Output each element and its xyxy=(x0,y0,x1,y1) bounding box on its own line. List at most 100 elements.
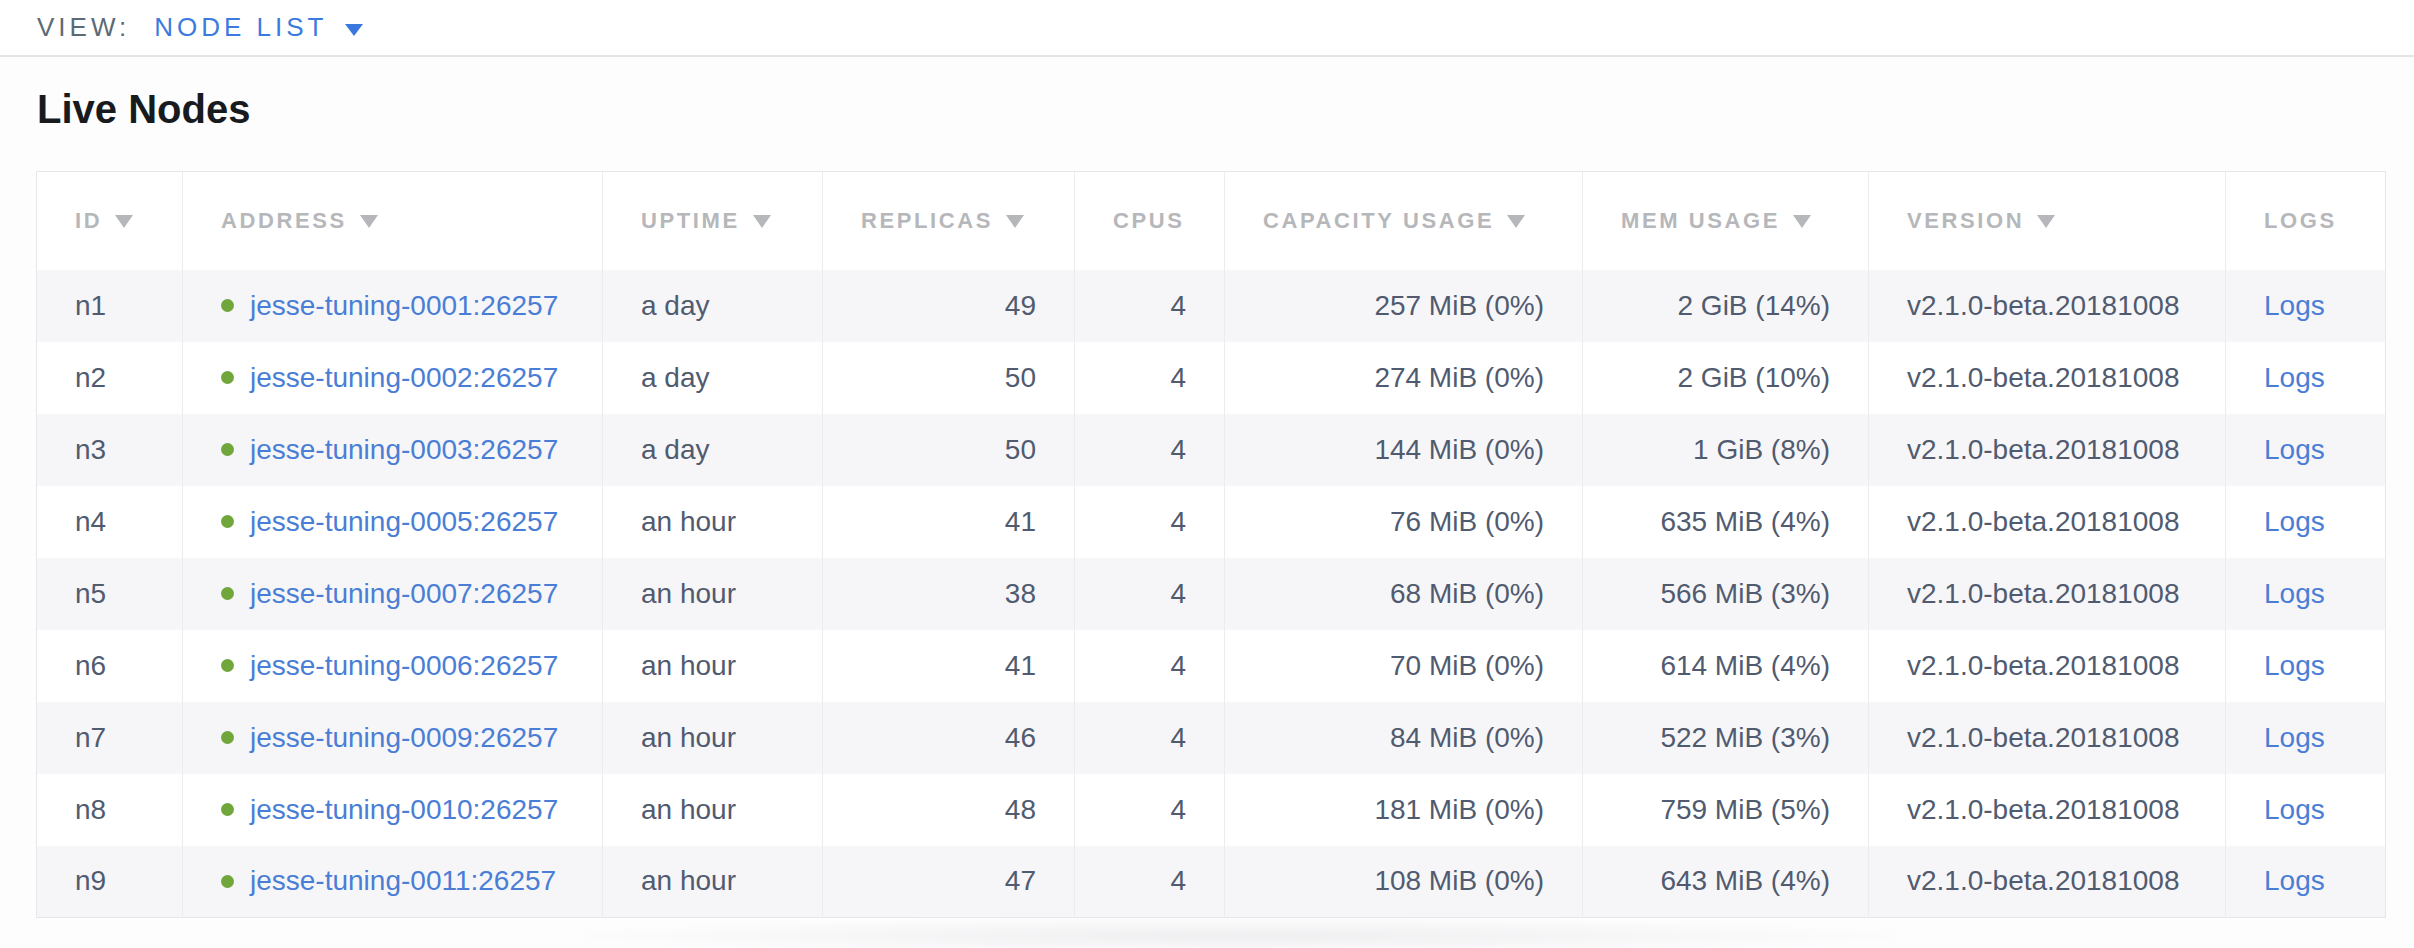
logs-link[interactable]: Logs xyxy=(2264,794,2325,825)
cell-uptime: an hour xyxy=(603,702,823,774)
cell-capacity-usage: 181 MiB (0%) xyxy=(1225,774,1583,846)
view-selector-dropdown[interactable]: NODE LIST xyxy=(154,12,363,43)
cell-uptime: an hour xyxy=(603,630,823,702)
address-link[interactable]: jesse-tuning-0006:26257 xyxy=(250,650,558,681)
live-nodes-table: ID ADDRESS UPTIME REPLICAS CPUS CAPACITY USAG… xyxy=(36,171,2386,918)
table-row: n7 jesse-tuning-0009:26257 an hour 46 4 … xyxy=(37,702,2386,774)
cell-cpus: 4 xyxy=(1075,630,1225,702)
page-title: Live Nodes xyxy=(0,57,2414,133)
address-link[interactable]: jesse-tuning-0005:26257 xyxy=(250,506,558,537)
column-header-label: UPTIME xyxy=(641,208,740,233)
logs-link[interactable]: Logs xyxy=(2264,506,2325,537)
node-health-icon xyxy=(221,515,234,528)
cell-capacity-usage: 144 MiB (0%) xyxy=(1225,414,1583,486)
cell-node-id: n5 xyxy=(37,558,183,630)
column-header-label: ID xyxy=(75,208,102,233)
sort-desc-icon xyxy=(1507,215,1525,228)
column-header-label: LOGS xyxy=(2264,208,2337,233)
cell-logs: Logs xyxy=(2226,342,2386,414)
cell-capacity-usage: 70 MiB (0%) xyxy=(1225,630,1583,702)
chevron-down-icon xyxy=(345,24,363,36)
column-header-label: REPLICAS xyxy=(861,208,993,233)
logs-link[interactable]: Logs xyxy=(2264,578,2325,609)
cell-logs: Logs xyxy=(2226,558,2386,630)
column-header-label: CPUS xyxy=(1113,208,1185,233)
cell-version: v2.1.0-beta.20181008 xyxy=(1869,846,2226,918)
cell-version: v2.1.0-beta.20181008 xyxy=(1869,630,2226,702)
cell-cpus: 4 xyxy=(1075,846,1225,918)
logs-link[interactable]: Logs xyxy=(2264,290,2325,321)
logs-link[interactable]: Logs xyxy=(2264,722,2325,753)
cell-replicas: 50 xyxy=(823,414,1075,486)
column-header-label: CAPACITY USAGE xyxy=(1263,208,1494,233)
address-link[interactable]: jesse-tuning-0009:26257 xyxy=(250,722,558,753)
cell-capacity-usage: 274 MiB (0%) xyxy=(1225,342,1583,414)
table-row: n2 jesse-tuning-0002:26257 a day 50 4 27… xyxy=(37,342,2386,414)
sort-desc-icon xyxy=(2037,215,2055,228)
cell-version: v2.1.0-beta.20181008 xyxy=(1869,342,2226,414)
table-row: n3 jesse-tuning-0003:26257 a day 50 4 14… xyxy=(37,414,2386,486)
cell-capacity-usage: 257 MiB (0%) xyxy=(1225,270,1583,342)
address-link[interactable]: jesse-tuning-0001:26257 xyxy=(250,290,558,321)
table-row: n4 jesse-tuning-0005:26257 an hour 41 4 … xyxy=(37,486,2386,558)
logs-link[interactable]: Logs xyxy=(2264,650,2325,681)
view-bar: VIEW: NODE LIST xyxy=(0,0,2414,57)
cell-mem-usage: 643 MiB (4%) xyxy=(1583,846,1869,918)
column-header-label: ADDRESS xyxy=(221,208,347,233)
cell-uptime: an hour xyxy=(603,486,823,558)
node-health-icon xyxy=(221,731,234,744)
sort-desc-icon xyxy=(360,215,378,228)
cell-logs: Logs xyxy=(2226,774,2386,846)
column-header-version[interactable]: VERSION xyxy=(1869,172,2226,270)
cell-node-id: n8 xyxy=(37,774,183,846)
column-header-uptime[interactable]: UPTIME xyxy=(603,172,823,270)
cell-mem-usage: 614 MiB (4%) xyxy=(1583,630,1869,702)
cell-replicas: 41 xyxy=(823,486,1075,558)
logs-link[interactable]: Logs xyxy=(2264,865,2325,896)
column-header-replicas[interactable]: REPLICAS xyxy=(823,172,1075,270)
cell-node-id: n1 xyxy=(37,270,183,342)
address-link[interactable]: jesse-tuning-0010:26257 xyxy=(250,794,558,825)
cell-capacity-usage: 68 MiB (0%) xyxy=(1225,558,1583,630)
cell-replicas: 48 xyxy=(823,774,1075,846)
cell-logs: Logs xyxy=(2226,846,2386,918)
cell-uptime: a day xyxy=(603,414,823,486)
column-header-capacity[interactable]: CAPACITY USAGE xyxy=(1225,172,1583,270)
cell-replicas: 38 xyxy=(823,558,1075,630)
cell-logs: Logs xyxy=(2226,414,2386,486)
cell-uptime: a day xyxy=(603,342,823,414)
cell-cpus: 4 xyxy=(1075,486,1225,558)
column-header-mem[interactable]: MEM USAGE xyxy=(1583,172,1869,270)
cell-cpus: 4 xyxy=(1075,414,1225,486)
address-link[interactable]: jesse-tuning-0011:26257 xyxy=(250,865,556,896)
address-link[interactable]: jesse-tuning-0002:26257 xyxy=(250,362,558,393)
table-row: n5 jesse-tuning-0007:26257 an hour 38 4 … xyxy=(37,558,2386,630)
cell-cpus: 4 xyxy=(1075,558,1225,630)
logs-link[interactable]: Logs xyxy=(2264,434,2325,465)
cell-version: v2.1.0-beta.20181008 xyxy=(1869,414,2226,486)
table-row: n8 jesse-tuning-0010:26257 an hour 48 4 … xyxy=(37,774,2386,846)
cell-mem-usage: 566 MiB (3%) xyxy=(1583,558,1869,630)
cell-address: jesse-tuning-0010:26257 xyxy=(183,774,603,846)
cell-replicas: 50 xyxy=(823,342,1075,414)
cell-replicas: 47 xyxy=(823,846,1075,918)
cell-version: v2.1.0-beta.20181008 xyxy=(1869,702,2226,774)
cell-logs: Logs xyxy=(2226,630,2386,702)
cell-replicas: 41 xyxy=(823,630,1075,702)
cell-version: v2.1.0-beta.20181008 xyxy=(1869,486,2226,558)
column-header-logs: LOGS xyxy=(2226,172,2386,270)
cell-address: jesse-tuning-0006:26257 xyxy=(183,630,603,702)
cell-logs: Logs xyxy=(2226,702,2386,774)
cell-replicas: 49 xyxy=(823,270,1075,342)
cell-capacity-usage: 108 MiB (0%) xyxy=(1225,846,1583,918)
table-row: n9 jesse-tuning-0011:26257 an hour 47 4 … xyxy=(37,846,2386,918)
column-header-id[interactable]: ID xyxy=(37,172,183,270)
cell-cpus: 4 xyxy=(1075,702,1225,774)
logs-link[interactable]: Logs xyxy=(2264,362,2325,393)
column-header-address[interactable]: ADDRESS xyxy=(183,172,603,270)
address-link[interactable]: jesse-tuning-0003:26257 xyxy=(250,434,558,465)
address-link[interactable]: jesse-tuning-0007:26257 xyxy=(250,578,558,609)
cell-node-id: n2 xyxy=(37,342,183,414)
cell-uptime: an hour xyxy=(603,846,823,918)
sort-desc-icon xyxy=(1793,215,1811,228)
